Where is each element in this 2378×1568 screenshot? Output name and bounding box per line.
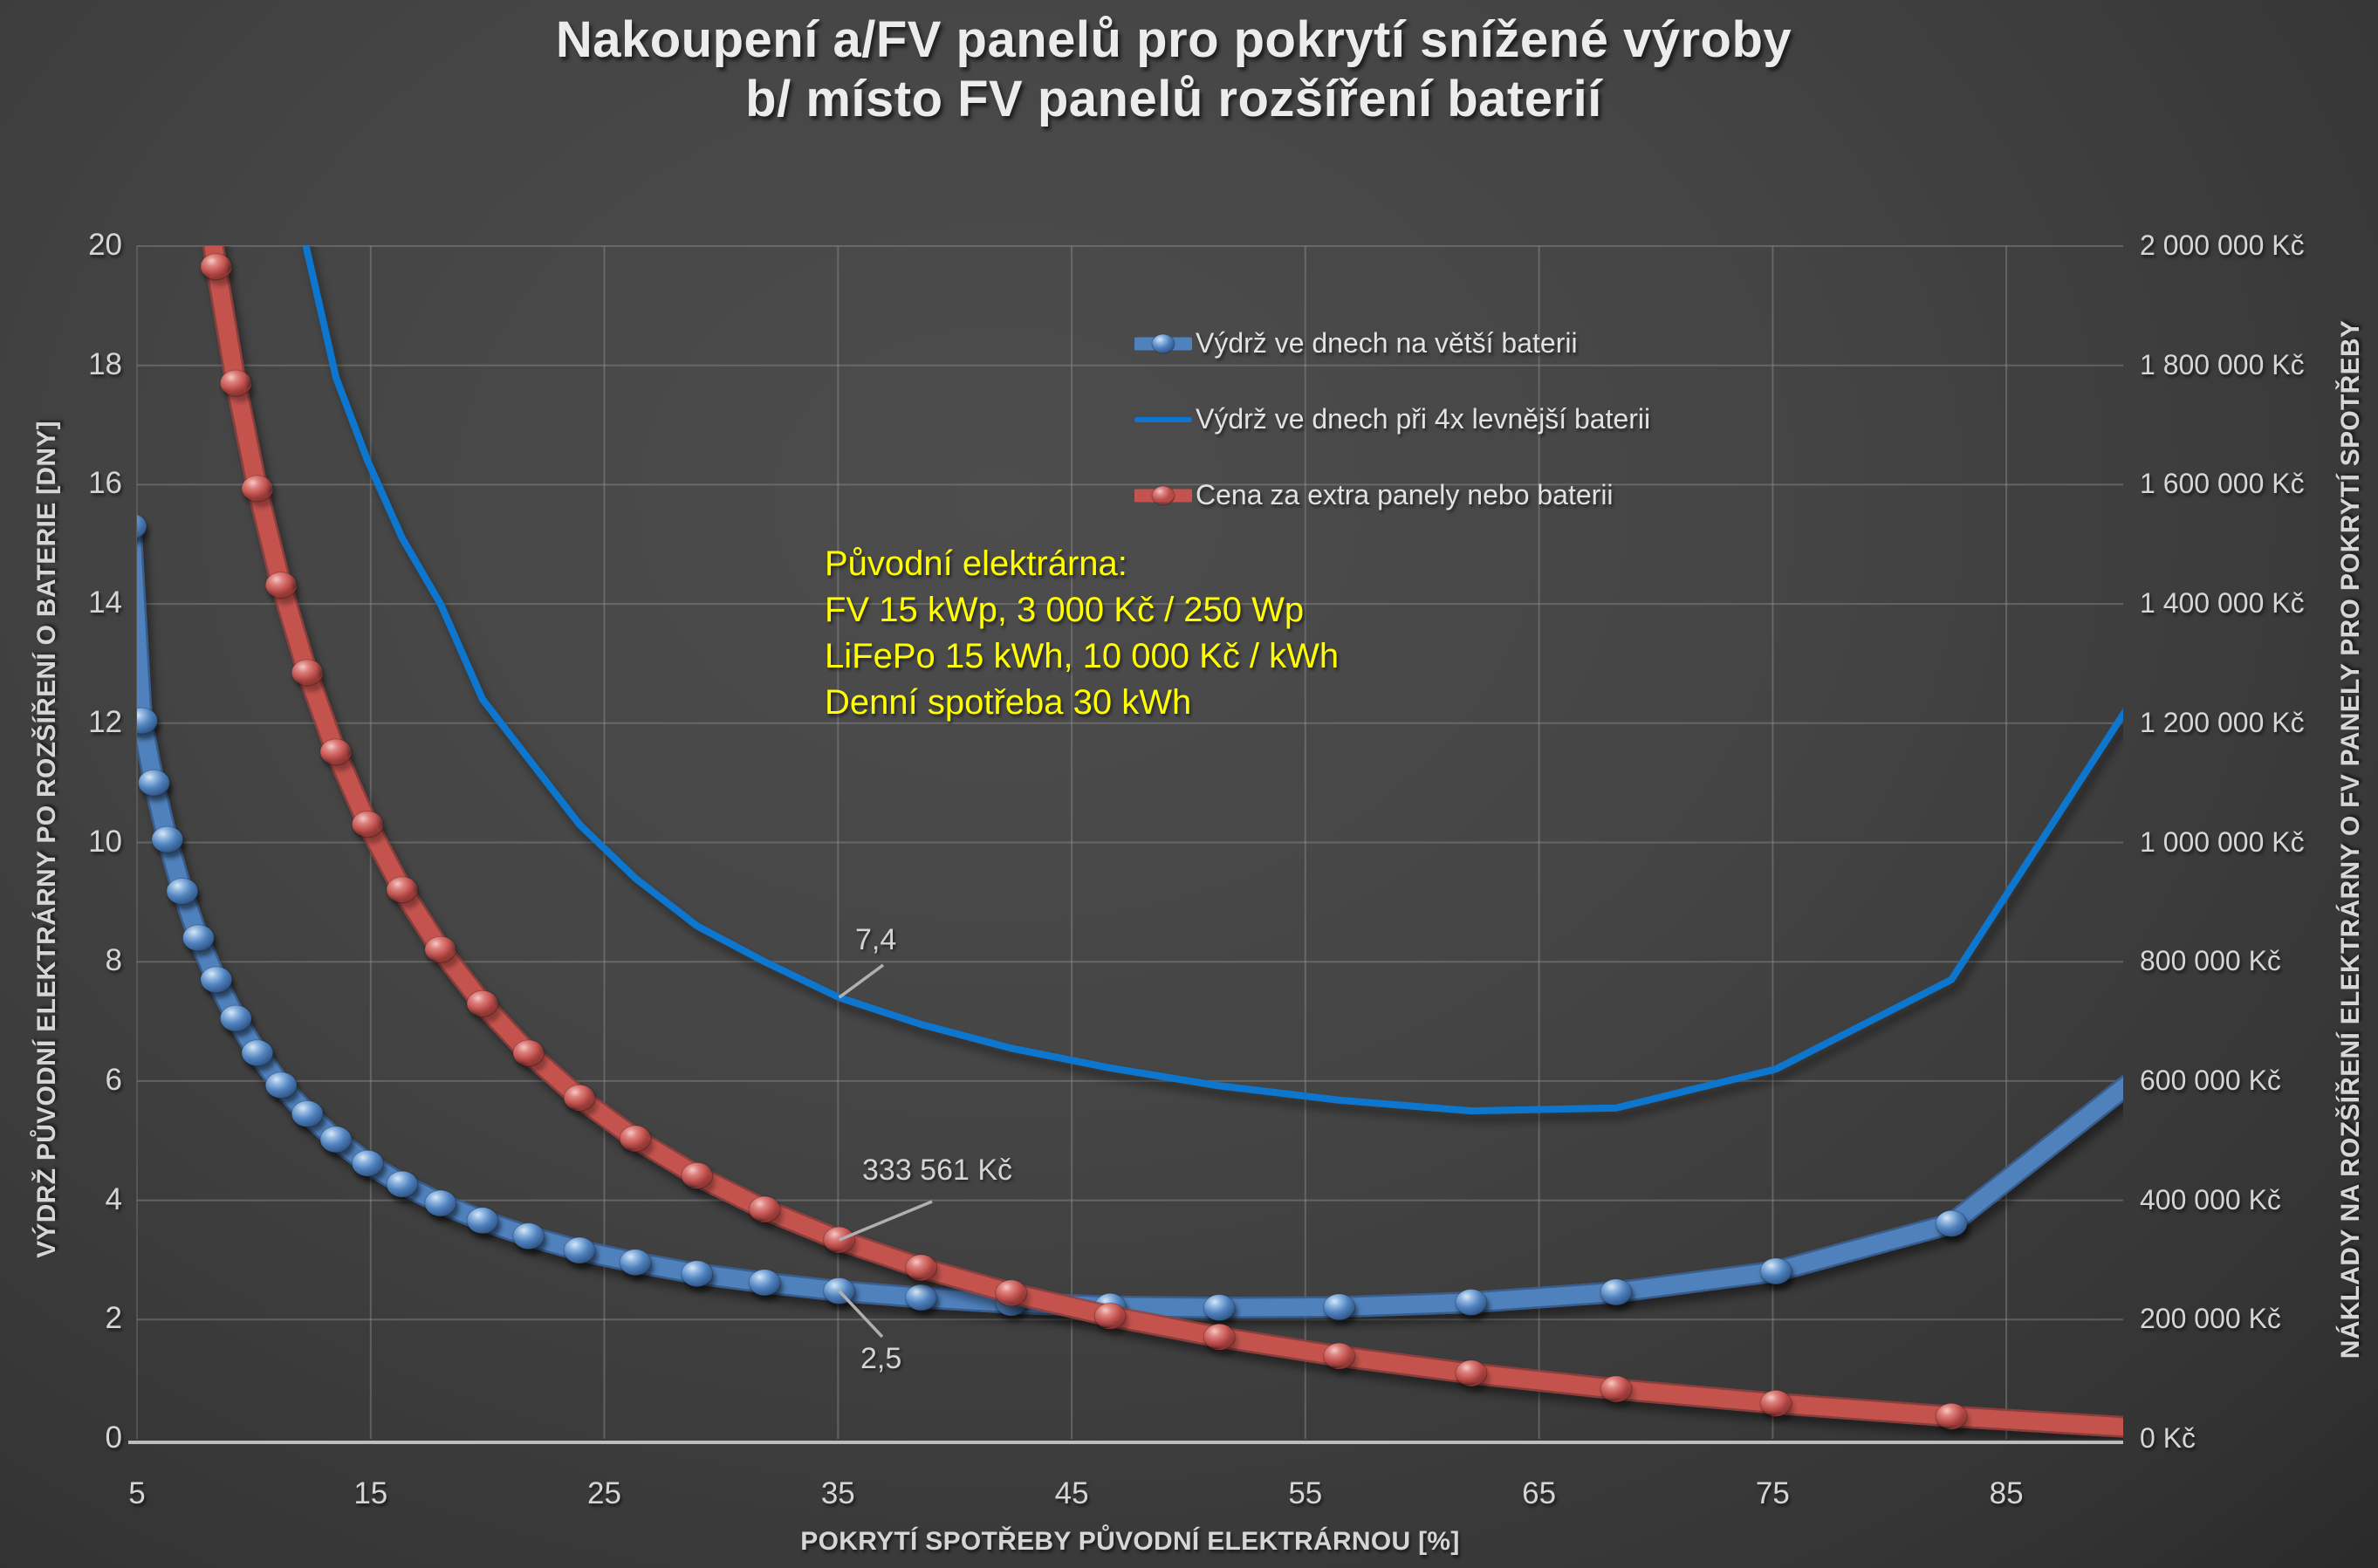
y-left-tick-label: 20 [88, 228, 122, 262]
y-left-tick-label: 10 [88, 824, 122, 859]
note-line: Původní elektrárna: [825, 544, 1127, 583]
x-tick-label: 45 [1054, 1476, 1089, 1510]
y-left-tick-label: 6 [105, 1062, 122, 1097]
chart-title-line-2: b/ místo FV panelů rozšíření baterií [745, 71, 1602, 127]
y-left-tick-label: 8 [105, 943, 122, 978]
y-right-tick-label: 2 000 000 Kč [2140, 229, 2305, 261]
annotation-leader-lines [838, 963, 933, 1339]
legend-label: Výdrž ve dnech při 4x levnější baterii [1196, 403, 1651, 435]
y-right-tick-label: 200 000 Kč [2140, 1303, 2281, 1335]
data-label: 333 561 Kč [862, 1154, 1013, 1187]
y-axis-right-title: NÁKLADY NA ROZŠÍŘENÍ ELEKTRÁRNY O FV PAN… [2336, 319, 2365, 1359]
y-right-tick-label: 0 Kč [2140, 1422, 2196, 1454]
legend-swatch-thin-blue-icon [1134, 416, 1192, 422]
legend-item-cheaper-battery[interactable]: Výdrž ve dnech při 4x levnější baterii [1134, 381, 1650, 457]
y-right-tick-label: 1 600 000 Kč [2140, 468, 2305, 500]
data-label: 2,5 [860, 1342, 902, 1375]
y-right-tick-label: 400 000 Kč [2140, 1183, 2281, 1215]
series-markers [200, 253, 1968, 1430]
y-right-tick-label: 800 000 Kč [2140, 945, 2281, 977]
x-tick-label: 5 [128, 1476, 146, 1510]
legend: Výdrž ve dnech na větší baterii Výdrž ve… [1134, 305, 1650, 533]
x-tick-label: 65 [1522, 1476, 1557, 1510]
legend-label: Výdrž ve dnech na větší baterii [1196, 327, 1578, 359]
legend-swatch-red-icon [1134, 485, 1192, 505]
series-extra-cost [202, 246, 2123, 1438]
y-right-tick-label: 1 000 000 Kč [2140, 825, 2305, 858]
y-left-tick-label: 14 [88, 585, 122, 620]
series-markers [137, 513, 1968, 1322]
note-line: LiFePo 15 kWh, 10 000 Kč / kWh [825, 637, 1340, 675]
y-left-tick-label: 18 [88, 346, 122, 381]
x-tick-label: 15 [353, 1476, 388, 1510]
x-tick-label: 25 [587, 1476, 621, 1510]
x-axis-title: POKRYTÍ SPOTŘEBY PŮVODNÍ ELEKTRÁRNOU [%] [800, 1527, 1460, 1556]
series-cheaper-battery [302, 246, 2123, 1115]
chart-title: Nakoupení a/FV panelů pro pokrytí snížen… [0, 10, 2347, 129]
data-label: 7,4 [855, 923, 897, 956]
y-right-tick-label: 600 000 Kč [2140, 1064, 2281, 1096]
x-tick-label: 75 [1755, 1476, 1790, 1510]
y-right-tick-label: 1 200 000 Kč [2140, 706, 2305, 738]
legend-item-bigger-battery[interactable]: Výdrž ve dnech na větší baterii [1134, 305, 1650, 381]
y-right-tick-label: 1 400 000 Kč [2140, 587, 2305, 620]
y-left-tick-label: 16 [88, 466, 122, 501]
y-right-tick-label: 1 800 000 Kč [2140, 348, 2305, 380]
legend-label: Cena za extra panely nebo baterii [1196, 479, 1614, 510]
y-left-tick-label: 12 [88, 704, 122, 739]
note-line: Denní spotřeba 30 kWh [825, 683, 1192, 722]
x-tick-label: 55 [1288, 1476, 1323, 1510]
source-plant-note: Původní elektrárna: FV 15 kWp, 3 000 Kč … [825, 541, 1339, 726]
y-left-tick-label: 4 [105, 1181, 122, 1216]
y-left-tick-label: 2 [105, 1301, 122, 1336]
legend-item-extra-cost[interactable]: Cena za extra panely nebo baterii [1134, 457, 1650, 533]
x-tick-label: 35 [820, 1476, 855, 1510]
x-tick-label: 85 [1989, 1476, 2024, 1510]
note-line: FV 15 kWp, 3 000 Kč / 250 Wp [825, 591, 1305, 629]
legend-swatch-thick-blue-icon [1134, 333, 1192, 353]
chart-title-line-1: Nakoupení a/FV panelů pro pokrytí snížen… [555, 11, 1792, 68]
y-left-tick-label: 0 [105, 1421, 122, 1455]
